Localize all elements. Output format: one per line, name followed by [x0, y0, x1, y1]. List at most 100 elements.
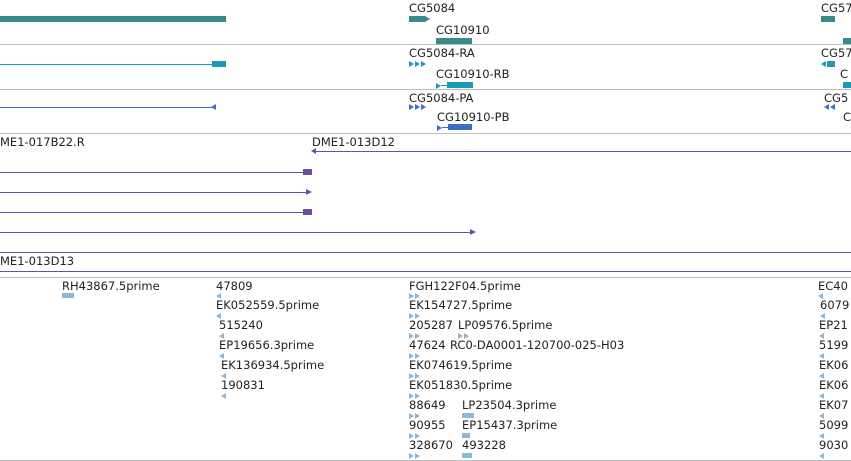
ests-track: RH43867.5prime 47809 EK052559.5prime 515… — [0, 278, 851, 461]
est-label: EK154727.5prime — [409, 298, 513, 312]
est-arrow — [216, 293, 221, 299]
est-bar[interactable] — [462, 453, 472, 458]
est-arrow — [819, 433, 824, 439]
gene-arrow-cg5084 — [425, 16, 430, 22]
gene-bar-left[interactable] — [0, 16, 226, 22]
transcript-cg57-exon[interactable] — [827, 61, 835, 67]
est-arrow — [415, 433, 420, 439]
transcript-arrow-2 — [415, 61, 420, 67]
est-label: 205287 — [409, 318, 453, 332]
est-arrow — [819, 353, 824, 359]
est-arrow — [219, 353, 224, 359]
est-arrow — [409, 433, 414, 439]
transcript-label-cg5084-ra: CG5084-RA — [409, 46, 475, 60]
est-arrow — [415, 373, 420, 379]
transcript-rb-exon[interactable] — [447, 82, 473, 88]
est-label: 5099 — [819, 418, 849, 432]
proteins-track: CG5084-PA CG10910-PB CG5 C — [0, 90, 851, 134]
protein-pb-arrow — [437, 125, 442, 131]
est-arrow — [221, 373, 226, 379]
est-label: LP09576.5prime — [458, 318, 553, 332]
est-label: 47624 — [409, 338, 446, 352]
transcript-label-c: C — [840, 67, 849, 81]
est-arrow — [409, 373, 414, 379]
clone-end-1[interactable] — [303, 169, 312, 175]
est-label: EP21 — [819, 318, 848, 332]
transcript-line-left[interactable] — [0, 64, 212, 65]
est-bar[interactable] — [462, 433, 470, 438]
est-arrow — [216, 313, 221, 319]
est-label: EK051830.5prime — [409, 378, 513, 392]
clone-arrow-2 — [306, 189, 312, 195]
transcript-label-cg10910-rb: CG10910-RB — [436, 67, 510, 81]
est-arrow — [458, 333, 463, 339]
est-label: 9030 — [819, 438, 849, 452]
clone-line-4[interactable] — [0, 232, 470, 233]
gene-label-cg10910: CG10910 — [436, 23, 490, 37]
est-label: 190831 — [221, 378, 265, 392]
protein-label-cg5084-pa: CG5084-PA — [409, 91, 474, 105]
est-label: RH43867.5prime — [62, 279, 160, 293]
est-arrow — [415, 353, 420, 359]
est-arrow — [415, 453, 420, 459]
est-label: 47809 — [216, 279, 253, 293]
clone-line-2[interactable] — [0, 192, 306, 193]
transcript-right-partial[interactable] — [843, 82, 851, 88]
est-arrow — [409, 333, 414, 339]
gene-bar-right-partial[interactable] — [843, 38, 851, 44]
clone-line-5[interactable] — [0, 252, 851, 253]
gene-bar-cg57[interactable] — [821, 16, 835, 22]
est-bar[interactable] — [62, 293, 74, 298]
est-arrow — [415, 393, 420, 399]
protein-line-left[interactable] — [0, 107, 212, 108]
transcript-rb-arrow — [436, 83, 441, 89]
est-label: FGH122F04.5prime — [409, 279, 521, 293]
transcript-rb-line[interactable] — [441, 85, 447, 86]
est-arrow — [819, 413, 824, 419]
clone-d12-arrow — [311, 148, 316, 154]
protein-label-cg10910-pb: CG10910-PB — [437, 110, 510, 124]
est-label: LP23504.3prime — [462, 398, 557, 412]
est-label: 5199 — [819, 338, 849, 352]
transcript-arrow-3 — [421, 61, 426, 67]
est-arrow — [409, 413, 414, 419]
est-arrow — [415, 333, 420, 339]
clone-label-dme1-013d12: DME1-013D12 — [312, 135, 395, 149]
protein-arrow-3 — [421, 104, 426, 110]
est-label: EK074619.5prime — [409, 358, 513, 372]
est-arrow — [819, 393, 824, 399]
est-arrow — [819, 373, 824, 379]
transcript-cg57-arrow-1 — [821, 61, 826, 67]
est-bar[interactable] — [462, 413, 474, 418]
est-label: 493228 — [462, 438, 506, 452]
est-arrow — [819, 453, 824, 459]
est-arrow — [820, 313, 825, 319]
clone-line-6[interactable] — [0, 271, 851, 272]
protein-arrow-left — [211, 104, 216, 110]
est-arrow — [415, 313, 420, 319]
protein-pb-exon[interactable] — [448, 124, 472, 130]
gene-bar-cg5084[interactable] — [409, 16, 425, 22]
est-label: EK136934.5prime — [221, 358, 325, 372]
est-arrow — [818, 293, 823, 299]
clone-label-me1-013d13: ME1-013D13 — [0, 254, 75, 268]
clone-line-3[interactable] — [0, 212, 303, 213]
est-label: 6079 — [820, 298, 850, 312]
clone-line-1[interactable] — [0, 172, 303, 173]
genes-track: CG5084 CG10910 CG57 — [0, 0, 851, 45]
gene-bar-cg10910[interactable] — [436, 38, 472, 44]
clone-label-me1-017b22-r: ME1-017B22.R — [0, 135, 85, 149]
clone-end-3[interactable] — [303, 209, 312, 215]
est-arrow — [221, 393, 226, 399]
protein-arrow-1 — [409, 104, 414, 110]
protein-cg5-arrow-1 — [824, 104, 829, 110]
est-label: EK06 — [819, 378, 849, 392]
transcript-label-cg57: CG57 — [821, 46, 851, 60]
protein-cg5-arrow-2 — [830, 104, 835, 110]
transcript-exon-left[interactable] — [212, 61, 226, 67]
est-arrow — [219, 333, 224, 339]
est-arrow — [409, 293, 414, 299]
protein-pb-line[interactable] — [442, 127, 448, 128]
clone-d12-line[interactable] — [316, 151, 851, 152]
est-label: 88649 — [409, 398, 446, 412]
